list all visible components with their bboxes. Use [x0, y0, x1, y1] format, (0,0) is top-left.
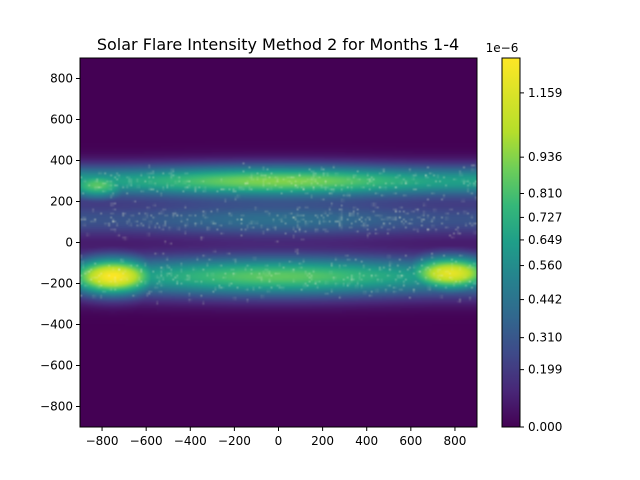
colorbar-tick-label: 0.000 — [528, 420, 562, 434]
colorbar-tick-label: 0.649 — [528, 233, 562, 247]
y-tick-label: 200 — [50, 195, 73, 209]
colorbar-tick-label: 1.159 — [528, 86, 562, 100]
colorbar-tick-label: 0.442 — [528, 293, 562, 307]
colorbar-scale-label: 1e−6 — [486, 41, 519, 55]
x-tick-label: 800 — [443, 434, 466, 448]
y-tick-label: 600 — [50, 113, 73, 127]
y-tick-label: 800 — [50, 72, 73, 86]
colorbar-tick-label: 0.560 — [528, 259, 562, 273]
colorbar-tick-label: 0.199 — [528, 363, 562, 377]
x-tick-label: −200 — [218, 434, 251, 448]
y-tick-label: −400 — [40, 318, 73, 332]
y-tick-label: −600 — [40, 359, 73, 373]
y-tick-label: −800 — [40, 400, 73, 414]
colorbar-tick-label: 0.936 — [528, 150, 562, 164]
x-axis: −800 −600 −400 −200 0 200 400 600 800 — [86, 427, 466, 448]
x-tick-label: 600 — [399, 434, 422, 448]
colorbar-tick-label: 0.727 — [528, 210, 562, 224]
x-tick-label: 400 — [355, 434, 378, 448]
x-tick-label: 0 — [275, 434, 283, 448]
y-axis: −800 −600 −400 −200 0 200 400 600 800 — [40, 72, 80, 414]
colorbar-tick-label: 0.310 — [528, 331, 562, 345]
colorbar-axis: 0.000 0.199 0.310 0.442 0.560 0.649 0.727 0.810… — [520, 86, 562, 434]
y-tick-label: −200 — [40, 277, 73, 291]
chart-title: Solar Flare Intensity Method 2 for Month… — [97, 35, 459, 54]
colorbar-tick-label: 0.810 — [528, 186, 562, 200]
colorbar — [501, 57, 521, 428]
y-tick-label: 400 — [50, 154, 73, 168]
heatmap-field — [80, 58, 477, 427]
x-tick-label: −400 — [174, 434, 207, 448]
x-tick-label: 200 — [311, 434, 334, 448]
y-tick-label: 0 — [65, 236, 73, 250]
x-tick-label: −800 — [86, 434, 119, 448]
x-tick-label: −600 — [130, 434, 163, 448]
